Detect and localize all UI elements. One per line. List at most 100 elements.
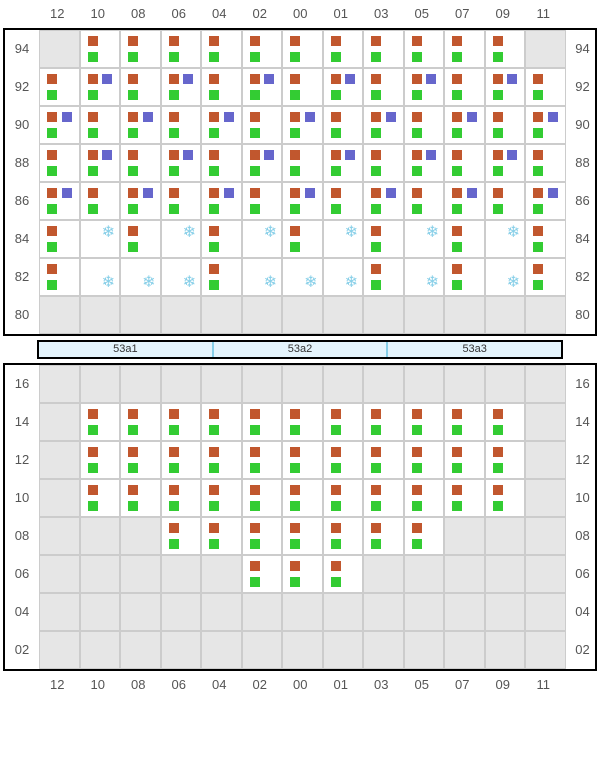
rack-slot[interactable] [39, 182, 80, 220]
rack-slot[interactable] [161, 68, 202, 106]
rack-slot[interactable] [282, 30, 323, 68]
rack-slot[interactable] [201, 403, 242, 441]
rack-slot[interactable] [363, 106, 404, 144]
rack-slot[interactable] [363, 220, 404, 258]
rack-slot[interactable] [161, 30, 202, 68]
rack-slot[interactable] [485, 441, 526, 479]
pdu-segment[interactable]: 53a3 [386, 342, 561, 357]
rack-slot[interactable] [80, 106, 121, 144]
rack-slot[interactable] [444, 144, 485, 182]
rack-slot[interactable] [201, 220, 242, 258]
rack-slot[interactable] [404, 517, 445, 555]
rack-slot[interactable] [525, 144, 566, 182]
rack-slot[interactable] [323, 30, 364, 68]
rack-slot[interactable] [363, 258, 404, 296]
rack-slot[interactable] [485, 144, 526, 182]
rack-slot[interactable]: ❄ [323, 258, 364, 296]
rack-slot[interactable] [80, 144, 121, 182]
rack-slot[interactable] [120, 106, 161, 144]
rack-slot[interactable] [404, 479, 445, 517]
rack-slot[interactable] [485, 68, 526, 106]
rack-slot[interactable] [120, 220, 161, 258]
rack-slot[interactable] [323, 106, 364, 144]
rack-slot[interactable] [80, 182, 121, 220]
rack-slot[interactable] [404, 30, 445, 68]
rack-slot[interactable] [80, 441, 121, 479]
rack-slot[interactable] [242, 106, 283, 144]
rack-slot[interactable]: ❄ [120, 258, 161, 296]
rack-slot[interactable] [120, 30, 161, 68]
rack-slot[interactable] [161, 182, 202, 220]
rack-slot[interactable] [39, 258, 80, 296]
rack-slot[interactable] [485, 403, 526, 441]
rack-slot[interactable] [323, 479, 364, 517]
rack-slot[interactable] [282, 555, 323, 593]
rack-slot[interactable] [323, 182, 364, 220]
rack-slot[interactable] [242, 144, 283, 182]
rack-slot[interactable] [201, 106, 242, 144]
rack-slot[interactable] [323, 144, 364, 182]
rack-slot[interactable] [242, 68, 283, 106]
rack-slot[interactable] [444, 441, 485, 479]
rack-slot[interactable]: ❄ [161, 220, 202, 258]
rack-slot[interactable] [161, 403, 202, 441]
rack-slot[interactable] [363, 144, 404, 182]
rack-slot[interactable] [282, 441, 323, 479]
rack-slot[interactable] [120, 68, 161, 106]
rack-slot[interactable] [242, 182, 283, 220]
rack-slot[interactable] [201, 182, 242, 220]
rack-slot[interactable]: ❄ [161, 258, 202, 296]
rack-slot[interactable] [444, 68, 485, 106]
rack-slot[interactable] [120, 479, 161, 517]
rack-slot[interactable] [444, 479, 485, 517]
rack-slot[interactable] [444, 30, 485, 68]
rack-slot[interactable] [525, 68, 566, 106]
rack-slot[interactable] [485, 182, 526, 220]
rack-slot[interactable] [525, 182, 566, 220]
rack-slot[interactable] [242, 441, 283, 479]
rack-slot[interactable] [444, 220, 485, 258]
rack-slot[interactable] [80, 403, 121, 441]
rack-slot[interactable] [404, 144, 445, 182]
rack-slot[interactable] [201, 68, 242, 106]
rack-slot[interactable] [201, 517, 242, 555]
rack-slot[interactable] [485, 479, 526, 517]
rack-slot[interactable] [39, 106, 80, 144]
rack-slot[interactable] [282, 517, 323, 555]
rack-slot[interactable] [404, 441, 445, 479]
rack-slot[interactable] [242, 403, 283, 441]
rack-slot[interactable] [404, 106, 445, 144]
rack-slot[interactable] [282, 182, 323, 220]
rack-slot[interactable] [80, 479, 121, 517]
rack-slot[interactable]: ❄ [485, 258, 526, 296]
rack-slot[interactable] [363, 30, 404, 68]
rack-slot[interactable] [120, 144, 161, 182]
rack-slot[interactable] [363, 517, 404, 555]
rack-slot[interactable] [80, 68, 121, 106]
rack-slot[interactable] [201, 441, 242, 479]
rack-slot[interactable] [363, 68, 404, 106]
rack-slot[interactable] [404, 403, 445, 441]
rack-slot[interactable] [242, 479, 283, 517]
rack-slot[interactable] [161, 441, 202, 479]
rack-slot[interactable] [282, 106, 323, 144]
rack-slot[interactable] [323, 68, 364, 106]
pdu-segment[interactable]: 53a2 [212, 342, 387, 357]
rack-slot[interactable] [120, 182, 161, 220]
rack-slot[interactable] [282, 479, 323, 517]
rack-slot[interactable] [242, 517, 283, 555]
rack-slot[interactable]: ❄ [80, 258, 121, 296]
rack-slot[interactable]: ❄ [282, 258, 323, 296]
rack-slot[interactable] [525, 258, 566, 296]
rack-slot[interactable] [363, 441, 404, 479]
rack-slot[interactable] [363, 479, 404, 517]
rack-slot[interactable] [323, 517, 364, 555]
rack-slot[interactable] [201, 258, 242, 296]
rack-slot[interactable] [242, 30, 283, 68]
rack-slot[interactable] [363, 182, 404, 220]
rack-slot[interactable] [201, 144, 242, 182]
rack-slot[interactable] [485, 30, 526, 68]
rack-slot[interactable] [323, 403, 364, 441]
rack-slot[interactable] [404, 182, 445, 220]
rack-slot[interactable] [282, 220, 323, 258]
